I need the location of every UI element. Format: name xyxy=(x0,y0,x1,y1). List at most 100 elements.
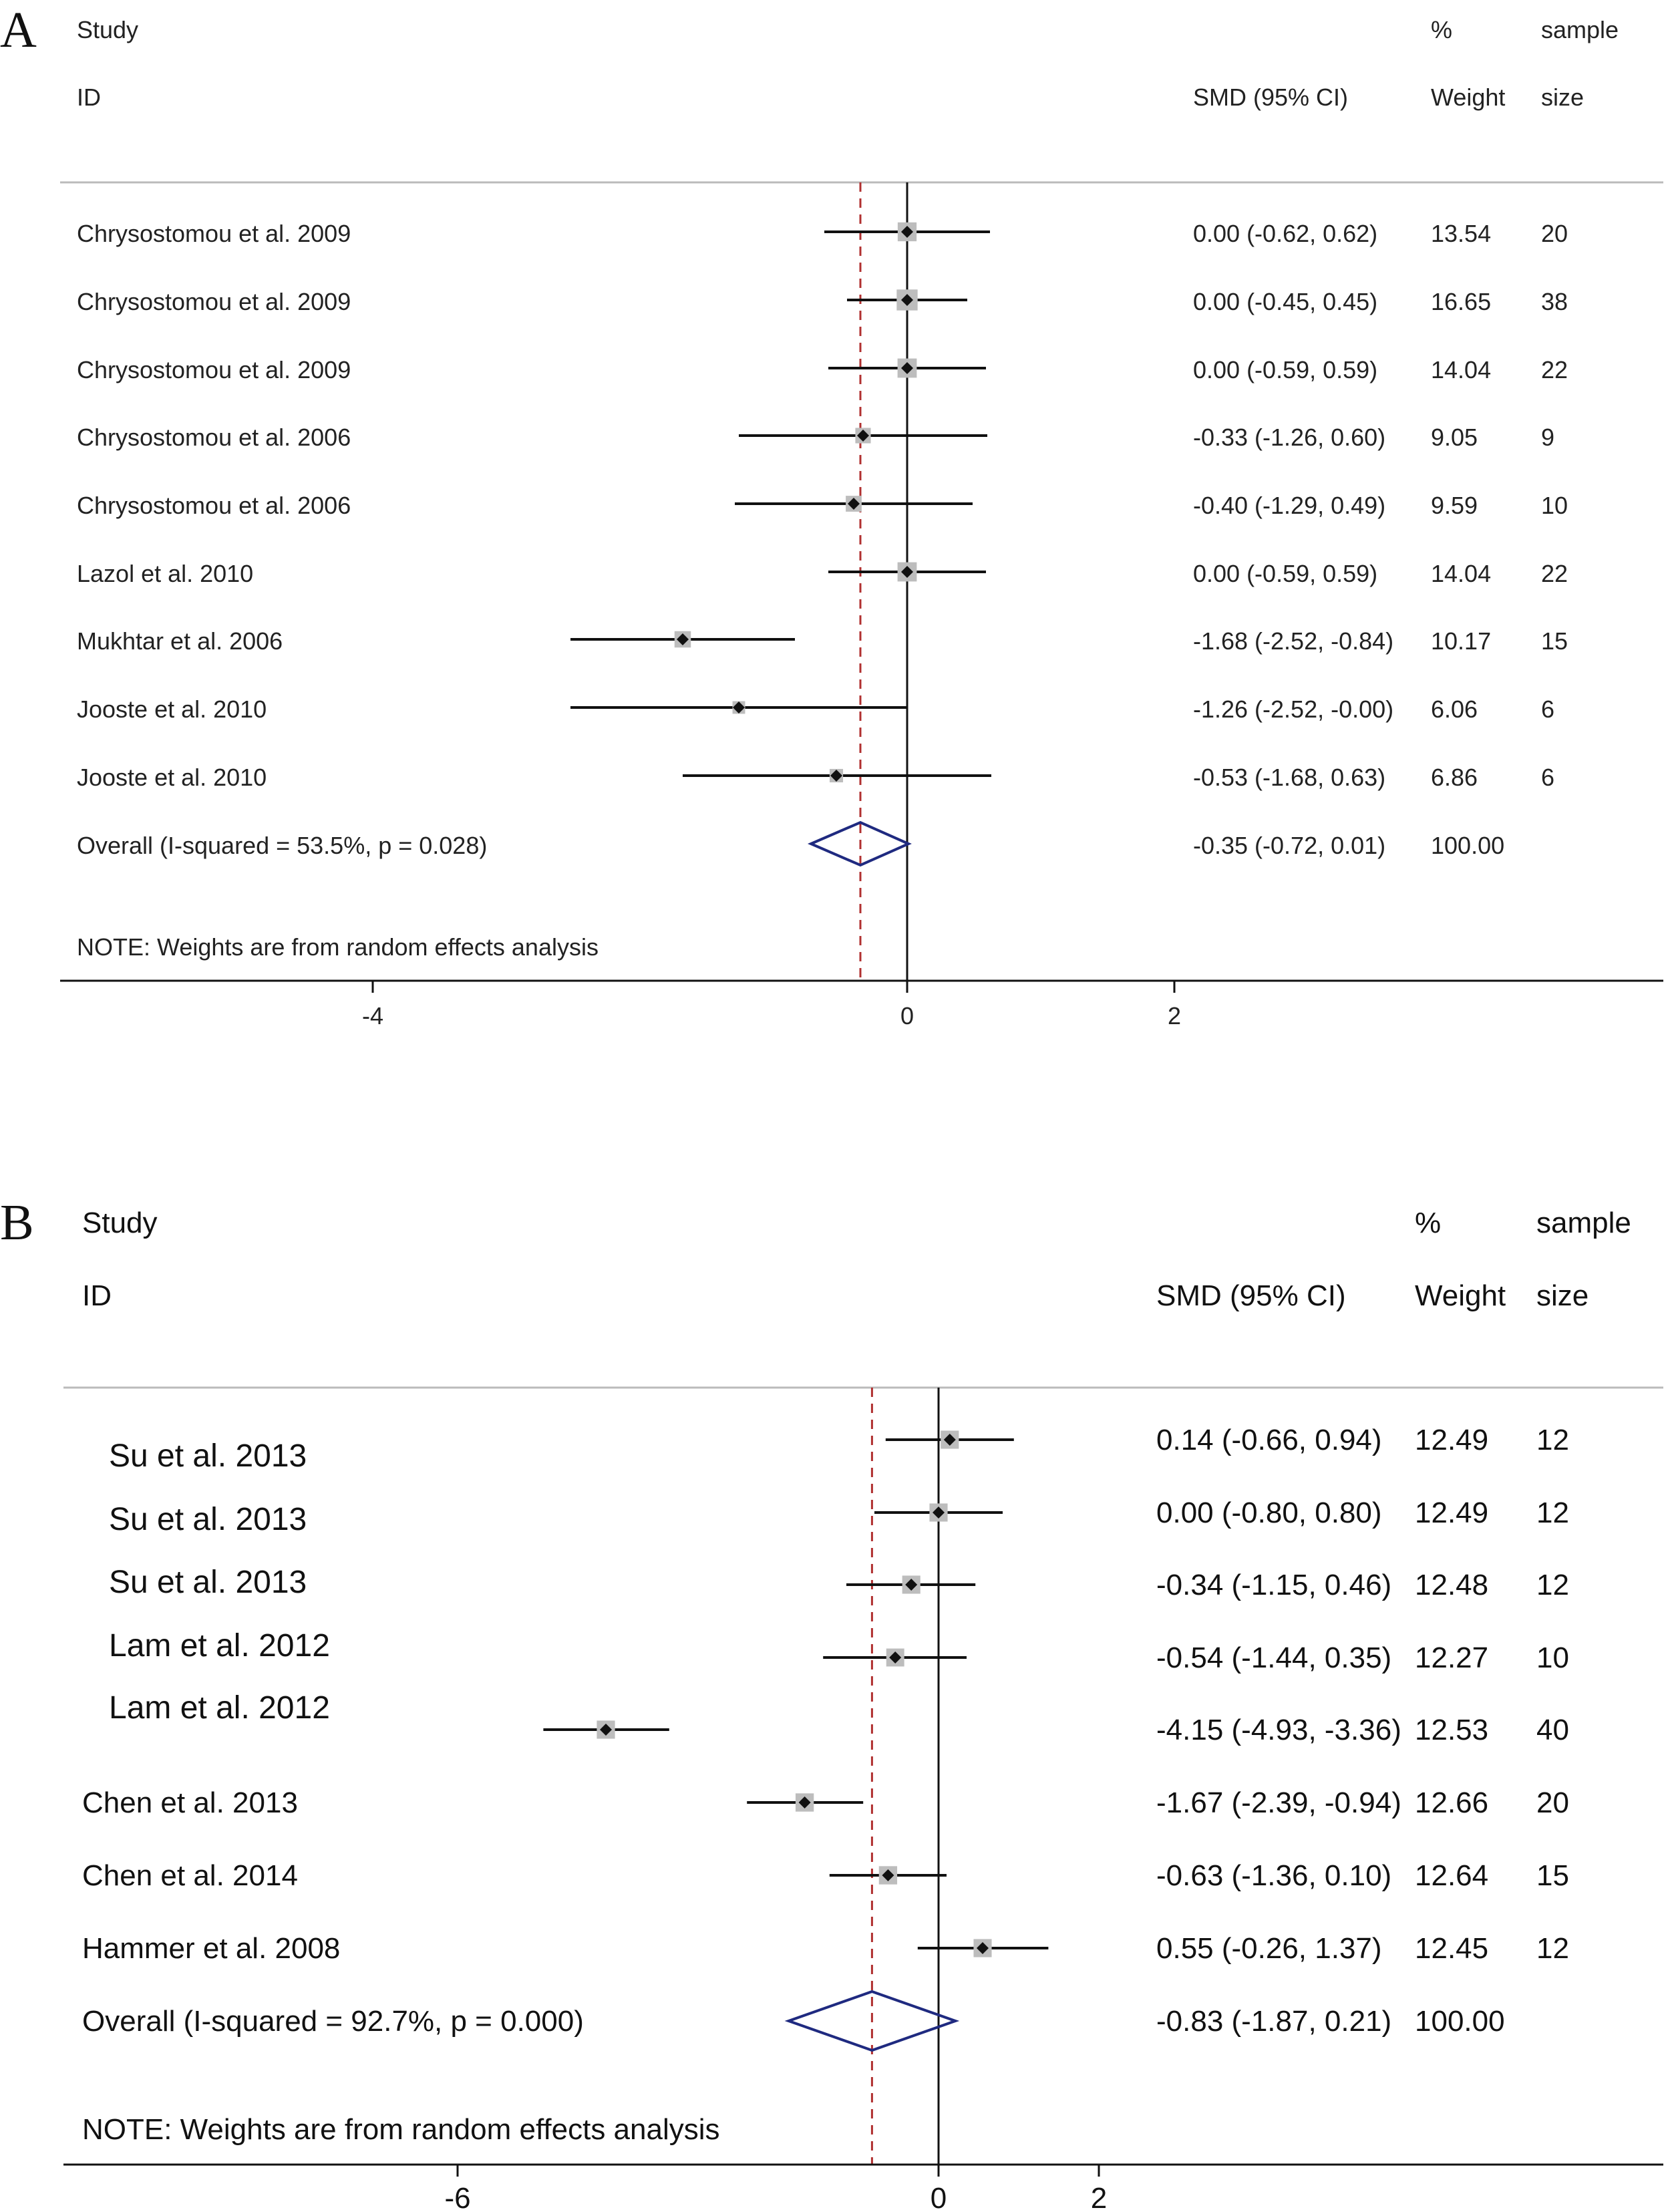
study-name: Lam et al. 2012 xyxy=(109,1690,330,1726)
panel-b-label: B xyxy=(0,1195,34,1251)
weight-text: 12.49 xyxy=(1415,1424,1488,1456)
overall-ci-text: -0.35 (-0.72, 0.01) xyxy=(1193,832,1385,859)
panel-b-study-row: Lam et al. 2012 -4.15 (-4.93, -3.36) 12.… xyxy=(109,1690,1569,1746)
sample-size-text: 12 xyxy=(1536,1424,1569,1456)
effect-ci-text: 0.00 (-0.80, 0.80) xyxy=(1156,1496,1382,1529)
weight-text: 13.54 xyxy=(1431,220,1491,247)
sample-size-text: 6 xyxy=(1541,764,1554,791)
effect-ci-text: 0.00 (-0.59, 0.59) xyxy=(1193,560,1377,587)
weight-text: 16.65 xyxy=(1431,288,1491,315)
panel-a-header-sample: sample xyxy=(1541,16,1619,43)
panel-a-label: A xyxy=(0,2,37,58)
point-estimate-marker xyxy=(889,1651,902,1664)
point-estimate-marker xyxy=(901,566,913,578)
panel-b-overall-row: Overall (I-squared = 92.7%, p = 0.000) -… xyxy=(82,1990,1505,2052)
panel-a-study-row: Chrysostomou et al. 2006 -0.40 (-1.29, 0… xyxy=(77,492,1568,519)
panel-b-study-row: Su et al. 2013 -0.34 (-1.15, 0.46) 12.48… xyxy=(109,1565,1569,1601)
sample-size-text: 20 xyxy=(1536,1786,1569,1819)
weight-text: 12.49 xyxy=(1415,1496,1488,1529)
sample-size-text: 12 xyxy=(1536,1496,1569,1529)
panel-a-overall-row: Overall (I-squared = 53.5%, p = 0.028) -… xyxy=(77,820,1504,867)
panel-b-header-pct: % xyxy=(1415,1207,1441,1239)
study-name: Chen et al. 2014 xyxy=(82,1859,298,1892)
sample-size-text: 9 xyxy=(1541,424,1554,451)
overall-diamond xyxy=(784,1990,960,2052)
weight-text: 12.45 xyxy=(1415,1932,1488,1965)
study-name: Lam et al. 2012 xyxy=(109,1628,330,1664)
weight-text: 12.53 xyxy=(1415,1714,1488,1746)
weight-text: 10.17 xyxy=(1431,627,1491,655)
effect-ci-text: -0.33 (-1.26, 0.60) xyxy=(1193,424,1385,451)
x-tick-label: 2 xyxy=(1168,1002,1181,1030)
weight-text: 12.64 xyxy=(1415,1859,1488,1892)
weight-text: 9.59 xyxy=(1431,492,1478,519)
panel-b-study-row: Chen et al. 2014 -0.63 (-1.36, 0.10) 12.… xyxy=(82,1859,1569,1892)
panel-b-note: NOTE: Weights are from random effects an… xyxy=(82,2113,720,2146)
weight-text: 6.86 xyxy=(1431,764,1478,791)
x-tick-label: 0 xyxy=(900,1002,914,1030)
effect-ci-text: -0.63 (-1.36, 0.10) xyxy=(1156,1859,1391,1892)
sample-size-text: 20 xyxy=(1541,220,1568,247)
panel-a-header-study: Study xyxy=(77,16,138,43)
sample-size-text: 15 xyxy=(1541,627,1568,655)
panel-a-header-size: size xyxy=(1541,84,1584,111)
study-name: Chrysostomou et al. 2009 xyxy=(77,288,351,315)
sample-size-text: 10 xyxy=(1541,492,1568,519)
effect-ci-text: -0.53 (-1.68, 0.63) xyxy=(1193,764,1385,791)
study-name: Su et al. 2013 xyxy=(109,1565,307,1600)
weight-text: 12.48 xyxy=(1415,1569,1488,1601)
sample-size-text: 15 xyxy=(1536,1859,1569,1892)
panel-b-study-row: Chen et al. 2013 -1.67 (-2.39, -0.94) 12… xyxy=(82,1786,1569,1819)
panel-b-header-weight: Weight xyxy=(1415,1279,1506,1312)
point-estimate-marker xyxy=(600,1724,612,1736)
effect-ci-text: -1.26 (-2.52, -0.00) xyxy=(1193,695,1393,723)
point-estimate-marker xyxy=(943,1434,956,1446)
panel-a: A Study ID SMD (95% CI) % Weight sample … xyxy=(0,2,1663,1030)
effect-ci-text: -0.34 (-1.15, 0.46) xyxy=(1156,1569,1391,1601)
effect-ci-text: -1.68 (-2.52, -0.84) xyxy=(1193,627,1393,655)
effect-ci-text: -0.54 (-1.44, 0.35) xyxy=(1156,1641,1391,1674)
panel-a-study-row: Chrysostomou et al. 2009 0.00 (-0.59, 0.… xyxy=(77,356,1568,383)
study-name: Mukhtar et al. 2006 xyxy=(77,627,283,655)
x-tick-label: 2 xyxy=(1091,2182,1107,2212)
effect-ci-text: 0.00 (-0.62, 0.62) xyxy=(1193,220,1377,247)
overall-label: Overall (I-squared = 92.7%, p = 0.000) xyxy=(82,2005,584,2038)
sample-size-text: 22 xyxy=(1541,560,1568,587)
panel-b-header-effect: SMD (95% CI) xyxy=(1156,1279,1346,1312)
weight-text: 12.27 xyxy=(1415,1641,1488,1674)
overall-label: Overall (I-squared = 53.5%, p = 0.028) xyxy=(77,832,487,859)
effect-ci-text: -4.15 (-4.93, -3.36) xyxy=(1156,1714,1401,1746)
weight-text: 12.66 xyxy=(1415,1786,1488,1819)
panel-b-header-study: Study xyxy=(82,1207,158,1239)
study-name: Jooste et al. 2010 xyxy=(77,764,267,791)
point-estimate-marker xyxy=(901,294,913,306)
study-name: Su et al. 2013 xyxy=(109,1438,307,1474)
weight-text: 14.04 xyxy=(1431,356,1491,383)
panel-b-study-row: Lam et al. 2012 -0.54 (-1.44, 0.35) 12.2… xyxy=(109,1628,1569,1674)
effect-ci-text: 0.00 (-0.59, 0.59) xyxy=(1193,356,1377,383)
x-tick-label: -4 xyxy=(362,1002,383,1030)
overall-weight-text: 100.00 xyxy=(1431,832,1504,859)
panel-a-header-id: ID xyxy=(77,84,101,111)
sample-size-text: 12 xyxy=(1536,1569,1569,1601)
overall-weight-text: 100.00 xyxy=(1415,2005,1505,2038)
sample-size-text: 38 xyxy=(1541,288,1568,315)
study-name: Chen et al. 2013 xyxy=(82,1786,298,1819)
study-name: Chrysostomou et al. 2006 xyxy=(77,492,351,519)
study-name: Chrysostomou et al. 2009 xyxy=(77,356,351,383)
study-name: Chrysostomou et al. 2006 xyxy=(77,424,351,451)
sample-size-text: 10 xyxy=(1536,1641,1569,1674)
panel-b-header-id: ID xyxy=(82,1279,112,1312)
panel-a-header-effect: SMD (95% CI) xyxy=(1193,84,1348,111)
sample-size-text: 6 xyxy=(1541,695,1554,723)
panel-a-study-row: Mukhtar et al. 2006 -1.68 (-2.52, -0.84)… xyxy=(77,627,1568,655)
sample-size-text: 12 xyxy=(1536,1932,1569,1965)
study-name: Hammer et al. 2008 xyxy=(82,1932,340,1965)
panel-b: B Study ID SMD (95% CI) % Weight sample … xyxy=(0,1195,1663,2212)
panel-a-header-weight: Weight xyxy=(1431,84,1505,111)
x-tick-label: 0 xyxy=(931,2182,947,2212)
x-tick-label: -6 xyxy=(444,2182,470,2212)
panel-b-header-size: size xyxy=(1536,1279,1589,1312)
panel-b-header-sample: sample xyxy=(1536,1207,1631,1239)
panel-a-study-row: Chrysostomou et al. 2006 -0.33 (-1.26, 0… xyxy=(77,424,1554,451)
